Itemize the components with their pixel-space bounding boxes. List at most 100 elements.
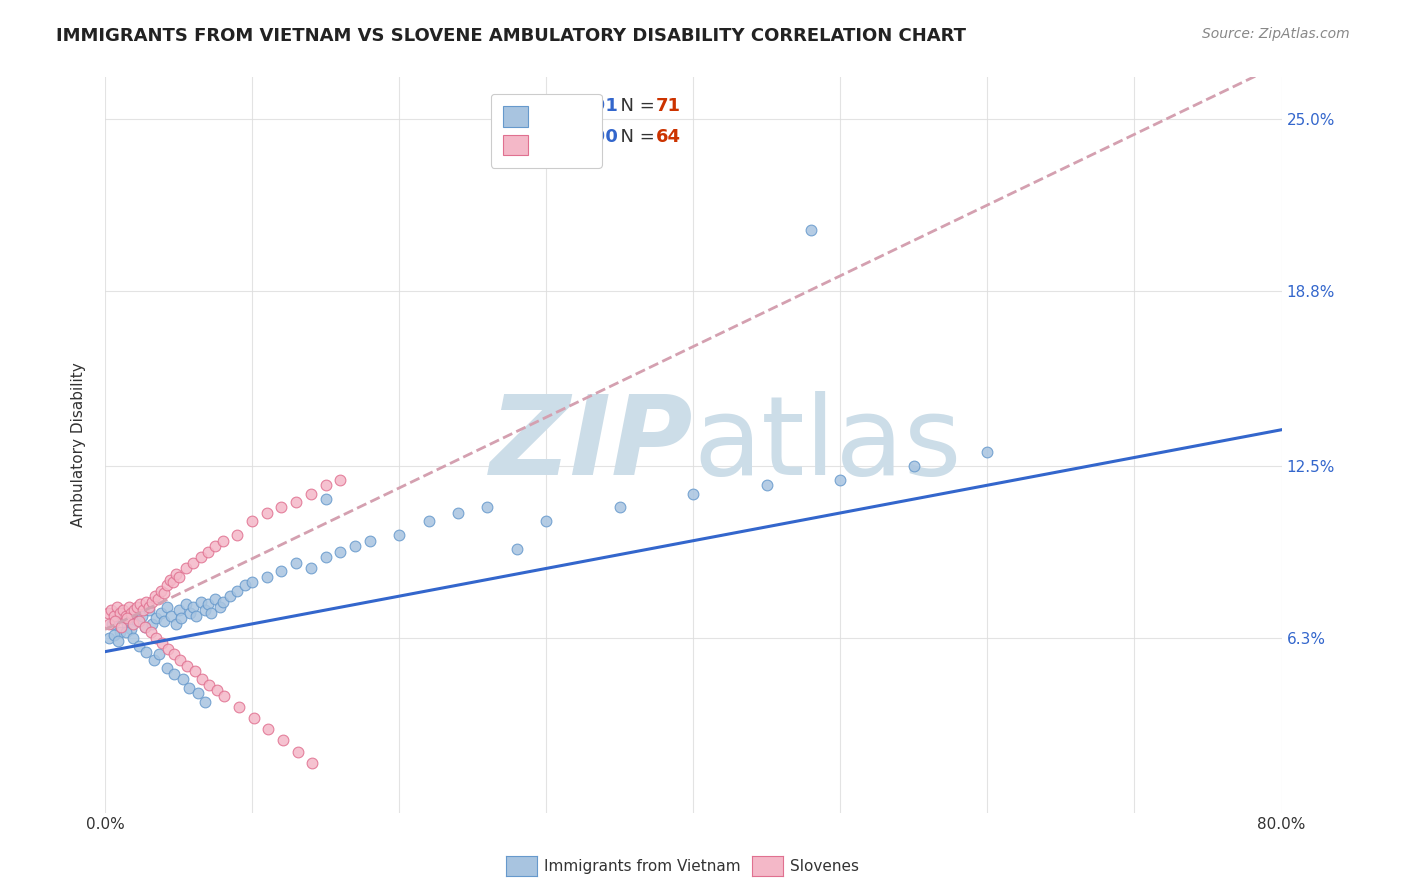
- Point: [242, 711, 264, 725]
- Point: [163, 648, 186, 662]
- Point: [800, 223, 823, 237]
- Point: [150, 636, 173, 650]
- Point: [141, 595, 163, 609]
- Point: [270, 500, 292, 515]
- Point: [186, 608, 208, 623]
- Point: [299, 486, 322, 500]
- Point: [240, 575, 263, 590]
- Point: [117, 600, 139, 615]
- Point: [141, 616, 163, 631]
- Text: R =: R =: [526, 128, 565, 146]
- Point: [211, 595, 233, 609]
- Legend:         ,         : ,: [491, 94, 602, 168]
- Point: [219, 589, 242, 603]
- Text: Source: ZipAtlas.com: Source: ZipAtlas.com: [1202, 27, 1350, 41]
- Text: N =: N =: [609, 128, 659, 146]
- Point: [240, 514, 263, 528]
- Text: 64: 64: [655, 128, 681, 146]
- Point: [204, 591, 226, 606]
- Point: [233, 578, 256, 592]
- Point: [299, 561, 322, 575]
- Point: [682, 486, 704, 500]
- Point: [108, 606, 131, 620]
- Point: [107, 633, 129, 648]
- Point: [343, 539, 366, 553]
- Point: [830, 473, 852, 487]
- Point: [162, 575, 184, 590]
- Point: [172, 673, 194, 687]
- Point: [156, 661, 179, 675]
- Text: IMMIGRANTS FROM VIETNAM VS SLOVENE AMBULATORY DISABILITY CORRELATION CHART: IMMIGRANTS FROM VIETNAM VS SLOVENE AMBUL…: [56, 27, 966, 45]
- Point: [129, 598, 152, 612]
- Point: [114, 608, 136, 623]
- Text: atlas: atlas: [693, 392, 962, 499]
- Point: [190, 595, 212, 609]
- Point: [197, 545, 219, 559]
- Point: [256, 570, 278, 584]
- Point: [165, 616, 187, 631]
- Point: [122, 631, 145, 645]
- Point: [194, 603, 217, 617]
- Point: [170, 611, 193, 625]
- Point: [177, 681, 200, 695]
- Point: [146, 591, 169, 606]
- Point: [198, 678, 221, 692]
- Point: [142, 653, 165, 667]
- Point: [329, 545, 352, 559]
- Point: [315, 492, 337, 507]
- Point: [167, 570, 190, 584]
- Point: [609, 500, 631, 515]
- Point: [903, 458, 925, 473]
- Point: [156, 578, 179, 592]
- Point: [181, 556, 204, 570]
- Point: [121, 606, 143, 620]
- Point: [121, 623, 143, 637]
- Point: [179, 606, 201, 620]
- Text: Slovenes: Slovenes: [790, 859, 859, 873]
- Point: [138, 600, 160, 615]
- Point: [174, 561, 197, 575]
- Y-axis label: Ambulatory Disability: Ambulatory Disability: [72, 363, 86, 527]
- Point: [285, 495, 308, 509]
- Point: [135, 645, 157, 659]
- Point: [315, 478, 337, 492]
- Point: [163, 666, 186, 681]
- Point: [131, 608, 153, 623]
- Point: [271, 733, 294, 747]
- Point: [111, 603, 134, 617]
- Point: [127, 600, 149, 615]
- Point: [110, 620, 132, 634]
- Point: [157, 641, 180, 656]
- Point: [285, 556, 308, 570]
- Point: [167, 603, 190, 617]
- Point: [212, 689, 235, 703]
- Point: [145, 631, 167, 645]
- Point: [359, 533, 381, 548]
- Point: [315, 550, 337, 565]
- Point: [108, 625, 131, 640]
- Text: ZIP: ZIP: [489, 392, 693, 499]
- Point: [124, 606, 146, 620]
- Point: [191, 673, 214, 687]
- Point: [187, 686, 209, 700]
- Point: [132, 603, 155, 617]
- Point: [97, 606, 120, 620]
- Point: [160, 608, 183, 623]
- Point: [287, 745, 309, 759]
- Point: [101, 616, 124, 631]
- Point: [105, 606, 128, 620]
- Point: [149, 606, 172, 620]
- Point: [128, 639, 150, 653]
- Point: [329, 473, 352, 487]
- Point: [205, 683, 228, 698]
- Point: [138, 603, 160, 617]
- Text: 0.491: 0.491: [561, 96, 619, 114]
- Point: [124, 603, 146, 617]
- Point: [534, 514, 557, 528]
- Point: [256, 506, 278, 520]
- Point: [127, 614, 149, 628]
- Point: [145, 611, 167, 625]
- Point: [183, 664, 205, 678]
- Point: [190, 550, 212, 565]
- Point: [174, 598, 197, 612]
